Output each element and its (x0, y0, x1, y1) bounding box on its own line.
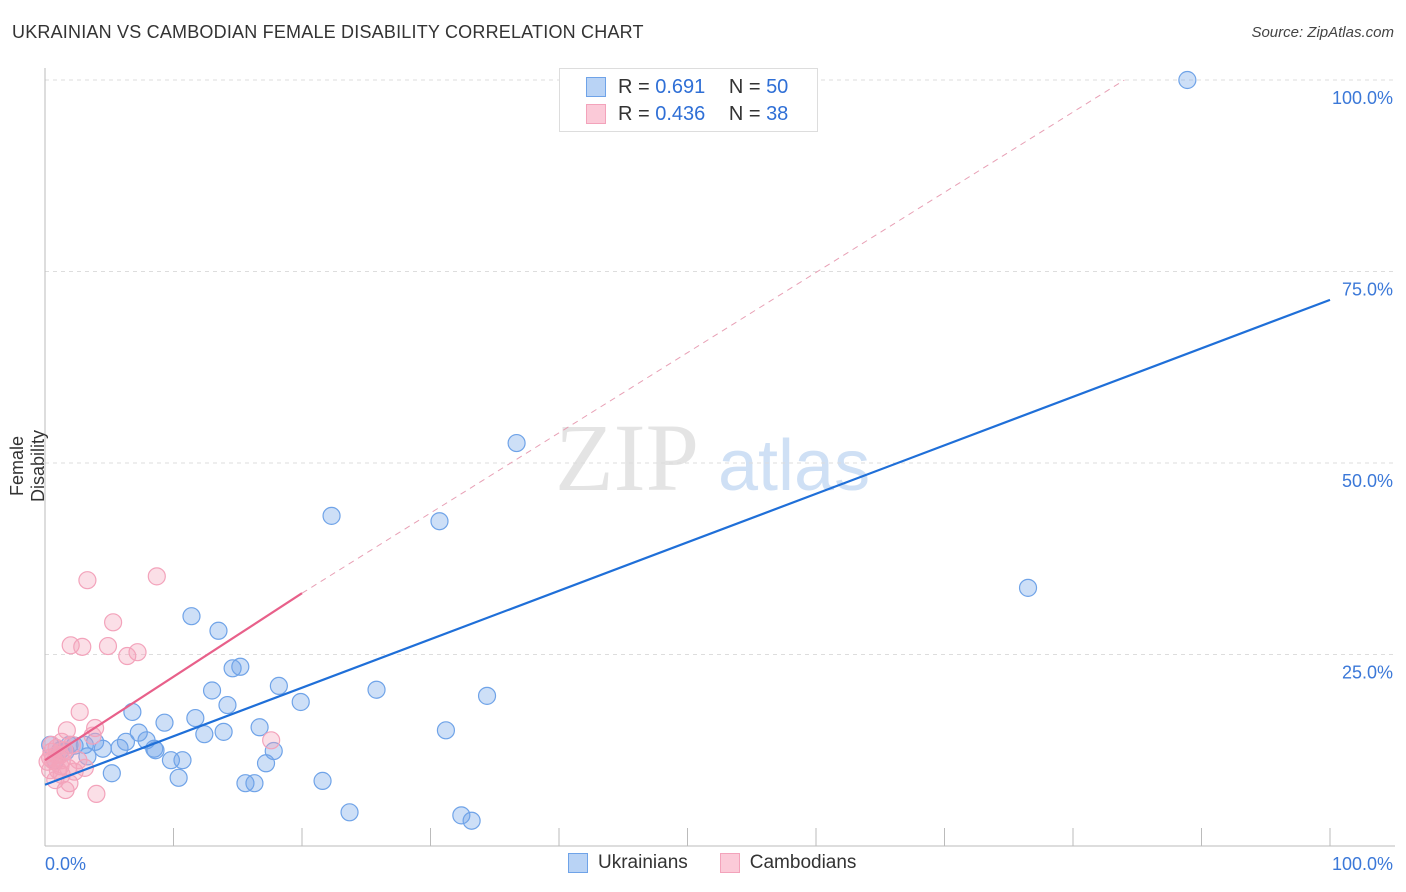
cambodians-point (147, 567, 166, 586)
ukrainians-point (250, 718, 269, 737)
ukrainians-point (78, 747, 97, 766)
ukrainians-point (173, 751, 192, 770)
ukrainians-point (169, 768, 188, 787)
legend-row-ukrainians: R = 0.691 N = 50 (586, 74, 788, 100)
watermark-atlas: atlas (718, 426, 870, 506)
n-label: N = (728, 75, 761, 98)
n-label: N = (728, 102, 761, 125)
ukrainians-point (340, 803, 359, 822)
legend-row-cambodians: R = 0.436 N = 38 (586, 101, 788, 127)
legend-swatch-blue (586, 77, 606, 97)
ukrainians-point (430, 512, 449, 531)
ukrainians-point (452, 806, 471, 825)
legend-label-cambodians: Cambodians (749, 852, 857, 873)
series-legend: Ukrainians Cambodians (568, 852, 856, 874)
cambodians-point (70, 702, 89, 722)
y-tick-label: 50.0% (1342, 471, 1393, 491)
ukrainians-point (155, 713, 174, 732)
cambodians-point (262, 731, 281, 750)
r-value: 0.436 (655, 102, 706, 125)
cambodians-point (118, 646, 137, 666)
legend-swatch-ukrainians (568, 853, 588, 873)
cambodians-point (128, 643, 147, 662)
cambodians-point (98, 636, 118, 656)
ukrainians-point (1178, 70, 1197, 90)
ukrainians-point (146, 741, 165, 760)
ukrainians-point (129, 723, 148, 742)
x-tick-label: 0.0% (45, 854, 86, 874)
chart-source: Source: ZipAtlas.com (1251, 24, 1394, 41)
ukrainians-point (245, 774, 264, 793)
legend-swatch-cambodians (719, 853, 740, 873)
r-label: R = (618, 102, 650, 125)
ukrainians-point (195, 725, 214, 744)
cambodians-point (104, 613, 123, 632)
cambodians-trend-line (44, 592, 303, 762)
ukrainians-point (202, 681, 222, 700)
y-tick-label: 75.0% (1342, 280, 1393, 300)
ukrainians-point (75, 735, 94, 754)
ukrainians-point (218, 695, 237, 715)
ukrainians-trend-line (44, 298, 1331, 786)
ukrainians-point (186, 708, 205, 728)
ukrainians-point (231, 657, 250, 676)
legend-swatch-pink (586, 104, 606, 124)
chart-title: UKRAINIAN VS CAMBODIAN FEMALE DISABILITY… (12, 22, 644, 42)
n-value: 38 (766, 102, 789, 125)
ukrainians-point (477, 686, 497, 705)
legend-label-ukrainians: Ukrainians (598, 852, 688, 873)
ukrainians-point (214, 722, 233, 741)
ukrainians-point (313, 771, 332, 790)
ukrainians-point (182, 607, 201, 626)
r-label: R = (618, 75, 650, 98)
y-tick-label: 100.0% (1332, 88, 1393, 108)
ukrainians-point (462, 811, 481, 830)
ukrainians-point (223, 659, 242, 678)
cambodians-point (73, 637, 92, 656)
ukrainians-point (256, 754, 276, 773)
ukrainians-point (322, 506, 341, 525)
ukrainians-point (436, 721, 456, 740)
ukrainians-point (1018, 578, 1038, 597)
cambodians-point (69, 751, 88, 770)
n-value: 50 (766, 75, 789, 98)
ukrainians-point (507, 433, 526, 453)
cambodians-point (87, 784, 106, 804)
y-tick-label: 25.0% (1342, 663, 1393, 683)
cambodians-point (42, 735, 61, 754)
ukrainians-point (209, 621, 228, 640)
ukrainians-point (367, 680, 386, 699)
r-value: 0.691 (655, 75, 706, 98)
x-tick-label: 100.0% (1332, 854, 1393, 874)
ukrainians-point (291, 692, 310, 712)
ukrainians-point (269, 676, 288, 696)
cambodians-trend-extension (301, 79, 1125, 594)
ukrainians-point (102, 764, 121, 783)
cambodians-point (61, 636, 80, 655)
stats-legend: R = 0.691 N = 50 R = 0.436 N = 38 (559, 68, 818, 132)
watermark-zip: ZIP (555, 404, 699, 511)
cambodians-point (78, 571, 97, 590)
y-axis-label: Female Disability (7, 429, 48, 503)
